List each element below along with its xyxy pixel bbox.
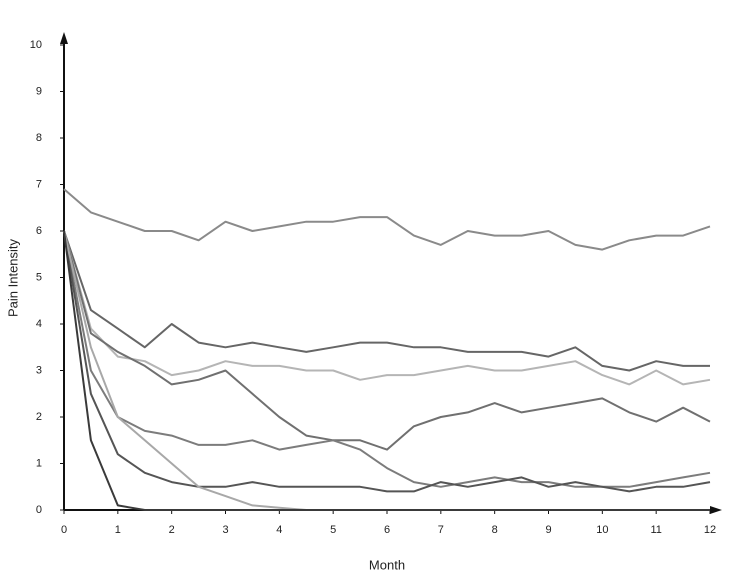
- series-line: [63, 188, 711, 251]
- x-tick-label: 5: [330, 524, 336, 536]
- x-tick-label: 6: [384, 524, 390, 536]
- x-axis-arrow: [710, 506, 722, 514]
- series-line: [63, 230, 710, 511]
- y-tick-label: 8: [36, 132, 42, 144]
- y-tick-label: 9: [36, 85, 42, 97]
- x-axis-label: Month: [369, 557, 405, 572]
- x-tick-label: 12: [704, 524, 716, 536]
- series-line: [63, 230, 711, 451]
- y-tick-label: 7: [36, 178, 42, 190]
- x-tick-label: 7: [438, 524, 444, 536]
- y-tick-label: 2: [36, 411, 42, 423]
- x-tick-label: 0: [61, 524, 67, 536]
- y-tick-label: 3: [36, 364, 42, 376]
- y-tick-label: 0: [36, 504, 42, 516]
- x-tick-label: 9: [545, 524, 551, 536]
- y-tick-label: 10: [30, 39, 42, 51]
- series-line: [63, 230, 711, 493]
- x-tick-label: 8: [492, 524, 498, 536]
- series-line: [63, 230, 710, 372]
- y-axis-arrow: [60, 32, 68, 44]
- x-tick-label: 11: [650, 524, 661, 536]
- x-tick-label: 4: [276, 524, 282, 536]
- y-tick-label: 6: [36, 225, 42, 237]
- x-tick-label: 1: [115, 524, 121, 536]
- y-tick-label: 4: [36, 318, 42, 330]
- y-axis-label: Pain Intensity: [5, 238, 20, 317]
- x-tick-label: 3: [222, 524, 228, 536]
- y-tick-label: 5: [36, 271, 42, 283]
- y-tick-label: 1: [36, 457, 42, 469]
- series-line: [63, 230, 711, 386]
- x-tick-label: 2: [169, 524, 175, 536]
- x-tick-label: 10: [596, 524, 608, 536]
